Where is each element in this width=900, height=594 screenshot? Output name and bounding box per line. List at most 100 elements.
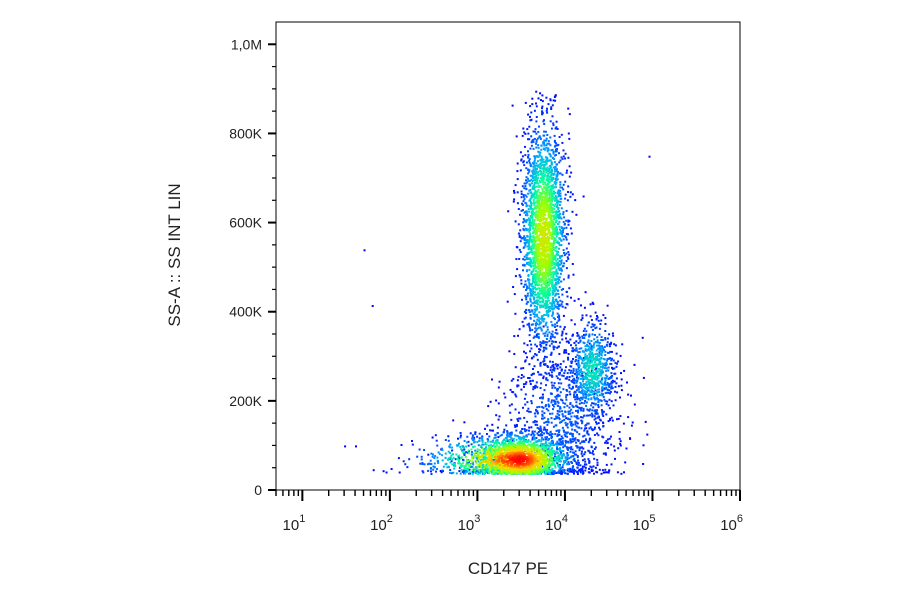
data-point xyxy=(542,325,545,328)
data-point xyxy=(491,378,493,381)
data-point xyxy=(555,472,557,474)
data-point xyxy=(551,340,554,343)
data-point xyxy=(614,385,617,388)
data-point xyxy=(520,209,523,212)
data-point xyxy=(594,388,597,391)
data-point xyxy=(546,288,549,291)
data-point xyxy=(556,144,559,147)
data-point xyxy=(560,421,563,423)
data-point xyxy=(558,217,560,220)
data-point xyxy=(553,290,556,292)
data-point xyxy=(503,443,506,446)
data-point xyxy=(615,365,618,368)
data-point xyxy=(584,451,587,454)
data-point xyxy=(539,304,542,307)
data-point xyxy=(610,350,613,353)
data-point xyxy=(554,166,557,169)
data-point xyxy=(575,363,578,365)
data-point xyxy=(537,258,539,261)
data-point xyxy=(596,377,599,380)
data-point xyxy=(581,314,584,317)
data-point xyxy=(518,234,521,237)
data-point xyxy=(489,450,492,453)
data-point xyxy=(550,205,553,208)
data-point xyxy=(522,406,524,409)
data-point xyxy=(591,370,594,373)
data-point xyxy=(560,259,563,262)
data-point xyxy=(603,345,606,348)
data-point xyxy=(580,409,583,412)
data-point xyxy=(542,350,545,353)
data-point xyxy=(520,158,523,161)
data-point xyxy=(525,298,528,301)
data-point xyxy=(578,347,581,350)
data-point xyxy=(525,195,528,198)
data-point xyxy=(596,344,598,347)
data-point xyxy=(530,304,533,307)
data-point xyxy=(574,395,577,398)
data-point xyxy=(558,269,561,272)
data-point xyxy=(465,441,468,444)
data-point xyxy=(540,396,543,399)
data-point xyxy=(595,349,598,352)
data-point xyxy=(547,439,550,441)
data-point xyxy=(591,409,594,412)
data-point xyxy=(533,160,536,163)
data-point xyxy=(545,159,548,162)
data-point xyxy=(478,469,481,472)
data-point xyxy=(555,253,558,256)
data-point xyxy=(551,404,554,406)
data-point xyxy=(550,371,553,374)
data-point xyxy=(493,470,496,473)
data-point xyxy=(604,377,606,380)
data-point xyxy=(558,416,560,419)
data-point xyxy=(564,411,567,413)
data-point xyxy=(567,274,570,277)
data-point xyxy=(617,360,620,363)
data-point xyxy=(601,376,604,379)
data-point xyxy=(598,355,601,357)
data-point xyxy=(430,452,433,455)
data-point xyxy=(527,228,530,231)
data-point xyxy=(458,460,460,462)
data-point xyxy=(633,363,636,366)
data-point xyxy=(534,211,537,214)
data-point xyxy=(540,274,543,276)
data-point xyxy=(540,162,543,165)
data-point xyxy=(546,423,549,426)
data-point xyxy=(502,472,505,475)
data-point xyxy=(554,256,557,259)
data-point xyxy=(556,191,559,194)
data-point xyxy=(471,439,474,442)
data-point xyxy=(526,285,528,288)
data-point xyxy=(560,288,563,291)
data-point xyxy=(540,292,543,295)
data-point xyxy=(476,450,479,453)
data-point xyxy=(522,218,525,220)
data-point xyxy=(576,466,579,469)
data-point xyxy=(559,183,562,186)
data-point xyxy=(558,438,561,441)
data-point xyxy=(608,384,611,387)
data-point xyxy=(457,462,460,465)
data-point xyxy=(535,305,538,308)
data-point xyxy=(573,460,576,462)
data-point xyxy=(584,427,587,430)
data-point xyxy=(544,428,547,431)
data-point xyxy=(565,260,568,262)
data-point xyxy=(583,334,586,337)
data-point xyxy=(579,408,582,411)
data-point xyxy=(457,437,459,440)
data-point xyxy=(592,303,595,305)
data-point xyxy=(553,223,556,226)
data-point xyxy=(542,346,545,349)
data-point xyxy=(599,357,602,360)
data-point xyxy=(421,462,424,464)
data-point xyxy=(577,298,580,301)
data-point xyxy=(530,426,533,429)
data-point xyxy=(551,172,554,175)
data-point xyxy=(536,155,538,158)
data-point xyxy=(528,204,531,207)
data-point xyxy=(558,161,561,164)
data-point xyxy=(554,168,556,171)
